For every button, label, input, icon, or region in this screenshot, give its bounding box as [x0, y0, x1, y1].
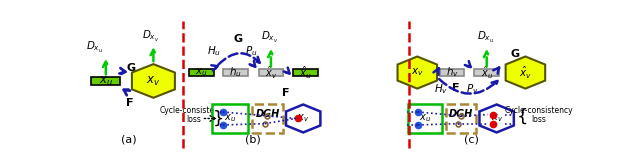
Text: Cycle-consistency: Cycle-consistency — [159, 106, 228, 115]
FancyBboxPatch shape — [408, 104, 442, 133]
Text: loss: loss — [186, 115, 201, 124]
Polygon shape — [132, 64, 175, 98]
Text: F: F — [126, 98, 133, 108]
Text: }: } — [213, 110, 225, 128]
Text: loss: loss — [531, 115, 546, 124]
FancyBboxPatch shape — [92, 77, 120, 85]
Text: F: F — [282, 88, 289, 98]
Text: $\hat{x}_u$: $\hat{x}_u$ — [481, 65, 493, 81]
Text: $x_u$: $x_u$ — [99, 74, 113, 88]
FancyBboxPatch shape — [440, 69, 465, 76]
Text: $H_u$: $H_u$ — [207, 44, 221, 58]
Text: $D_{x_u}$: $D_{x_u}$ — [86, 39, 104, 55]
Text: $P_v$: $P_v$ — [465, 83, 478, 96]
Text: $h_v$: $h_v$ — [445, 66, 458, 79]
Text: G: G — [126, 63, 135, 73]
Polygon shape — [397, 56, 437, 89]
Text: {: { — [516, 108, 528, 126]
Text: G: G — [233, 34, 243, 44]
FancyBboxPatch shape — [474, 69, 499, 76]
Text: $D_{x_v}$: $D_{x_v}$ — [260, 30, 278, 45]
FancyBboxPatch shape — [223, 69, 248, 76]
FancyBboxPatch shape — [293, 69, 318, 76]
Text: $H_v$: $H_v$ — [434, 83, 448, 96]
Text: $\hat{x}_v$: $\hat{x}_v$ — [519, 65, 532, 81]
FancyBboxPatch shape — [259, 69, 284, 76]
Text: $D_{x_u}$: $D_{x_u}$ — [477, 30, 494, 45]
Text: Cycle-consistency: Cycle-consistency — [504, 106, 573, 115]
Polygon shape — [479, 104, 514, 132]
Text: $x_v$: $x_v$ — [297, 113, 309, 124]
Text: $D_{x_v}$: $D_{x_v}$ — [142, 29, 159, 44]
Text: $x_u$: $x_u$ — [195, 67, 208, 78]
Text: $x_u$: $x_u$ — [419, 113, 431, 124]
FancyBboxPatch shape — [212, 104, 248, 133]
Text: $h_u$: $h_u$ — [229, 66, 242, 79]
Text: $P_u$: $P_u$ — [245, 44, 258, 58]
Text: (c): (c) — [465, 134, 479, 144]
Polygon shape — [506, 56, 545, 89]
Text: $\hat{x}_u$: $\hat{x}_u$ — [300, 65, 312, 81]
Text: DGH: DGH — [255, 109, 280, 119]
Text: $x_v$: $x_v$ — [491, 113, 502, 124]
FancyBboxPatch shape — [252, 104, 283, 133]
FancyBboxPatch shape — [445, 104, 476, 133]
Text: $x_v$: $x_v$ — [411, 67, 424, 78]
Text: DGH: DGH — [449, 109, 473, 119]
Polygon shape — [286, 104, 321, 132]
Text: $x_u$: $x_u$ — [224, 113, 236, 124]
Text: (a): (a) — [121, 134, 136, 144]
Text: F: F — [452, 83, 460, 93]
Text: $x_v$: $x_v$ — [147, 74, 161, 88]
FancyBboxPatch shape — [189, 69, 214, 76]
Text: $\hat{x}_v$: $\hat{x}_v$ — [265, 65, 277, 81]
Text: G: G — [511, 49, 520, 59]
Text: (b): (b) — [244, 134, 260, 144]
